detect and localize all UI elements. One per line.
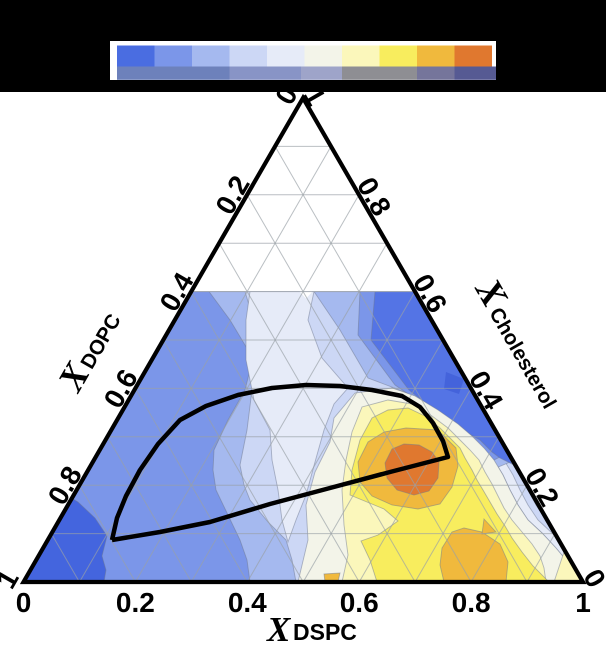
svg-text:DSPC: DSPC [293,619,357,641]
svg-text:0.4: 0.4 [228,587,267,618]
svg-text:1: 1 [575,587,591,618]
svg-text:0.2: 0.2 [116,587,155,618]
svg-text:0: 0 [16,587,32,618]
svg-text:0.8: 0.8 [452,587,491,618]
svg-text:X: X [266,610,292,641]
svg-text:0.6: 0.6 [340,587,379,618]
